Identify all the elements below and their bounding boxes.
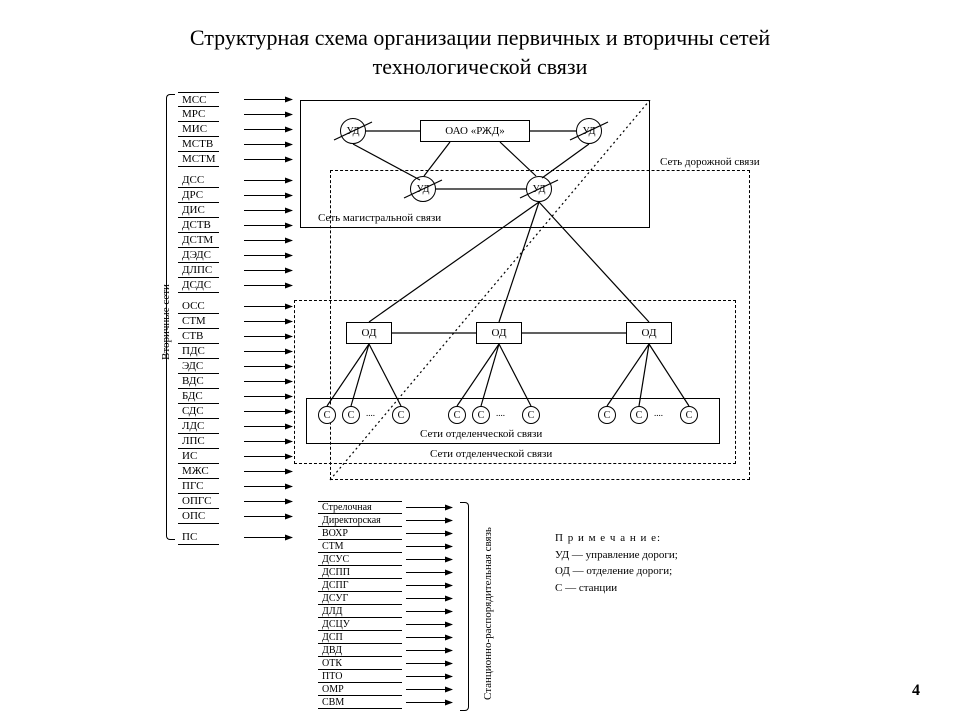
bottom-list: СтрелочнаяДиректорскаяВОХРСТМДСУСДСППДСП… [318, 501, 402, 709]
c-node: С [680, 406, 698, 424]
list-item: ДСТВ [178, 218, 219, 233]
dots: .... [496, 408, 505, 418]
legend-note: П р и м е ч а н и е: УД — управление дор… [555, 530, 678, 596]
list-item: СТМ [178, 314, 219, 329]
list-item: СТВ [178, 329, 219, 344]
list-item: ДСПП [318, 566, 402, 579]
list-item: ВОХР [318, 527, 402, 540]
bottom-brace-label: Станционно-распорядительная связь [482, 527, 494, 700]
dots: .... [366, 408, 375, 418]
list-item: МСС [178, 92, 219, 107]
list-item: ДИС [178, 203, 219, 218]
list-item: ИС [178, 449, 219, 464]
list-item: Стрелочная [318, 501, 402, 514]
c-node: С [630, 406, 648, 424]
list-item: ДСПГ [318, 579, 402, 592]
list-item: ДСУГ [318, 592, 402, 605]
list-item: ПДС [178, 344, 219, 359]
list-item: ЛПС [178, 434, 219, 449]
ud-node-bl: УД [410, 176, 436, 202]
ud-node-tl: УД [340, 118, 366, 144]
page-title: Структурная схема организации первичных … [0, 24, 960, 81]
list-item: ДЛД [318, 605, 402, 618]
page-number: 4 [912, 682, 920, 700]
road-label: Сеть дорожной связи [660, 156, 760, 168]
c-node: С [522, 406, 540, 424]
bottom-bracket [460, 502, 469, 711]
list-item: ЭДС [178, 359, 219, 374]
title-line-1: Структурная схема организации первичных … [190, 25, 770, 50]
title-line-2: технологической связи [373, 54, 588, 79]
od-node-3: ОД [626, 322, 672, 344]
list-item: СВМ [318, 696, 402, 709]
note-line-1: УД — управление дороги; [555, 547, 678, 564]
list-item: БДС [178, 389, 219, 404]
c-node: С [318, 406, 336, 424]
list-item: ДСУС [318, 553, 402, 566]
note-line-2: ОД — отделение дороги; [555, 563, 678, 580]
ud-node-br: УД [526, 176, 552, 202]
diagram: Сеть магистральной связи Сеть дорожной с… [300, 100, 760, 500]
note-line-3: С — станции [555, 580, 678, 597]
list-item: Директорская [318, 514, 402, 527]
dept-label-2: Сети отделенческой связи [430, 448, 552, 460]
left-list: МССМРСМИСМСТВМСТМ ДССДРСДИСДСТВДСТМДЭДСДЛ… [178, 92, 219, 545]
list-item: ОМР [318, 683, 402, 696]
list-item: ПТО [318, 670, 402, 683]
list-item: ДРС [178, 188, 219, 203]
list-item: МСТМ [178, 152, 219, 167]
page: Структурная схема организации первичных … [0, 0, 960, 720]
c-node: С [472, 406, 490, 424]
list-item: ПГС [178, 479, 219, 494]
list-item: ВДС [178, 374, 219, 389]
list-item: ДСЦУ [318, 618, 402, 631]
list-item: СТМ [318, 540, 402, 553]
note-title: П р и м е ч а н и е: [555, 530, 678, 547]
c-node: С [342, 406, 360, 424]
list-item: ДСП [318, 631, 402, 644]
dots: .... [654, 408, 663, 418]
list-item: МИС [178, 122, 219, 137]
left-brace-label: Вторичные сети [160, 284, 172, 360]
od-node-2: ОД [476, 322, 522, 344]
list-item: ДЭДС [178, 248, 219, 263]
list-item: ДВД [318, 644, 402, 657]
list-item: ДСДС [178, 278, 219, 293]
list-item: ЛДС [178, 419, 219, 434]
list-item: ОСС [178, 299, 219, 314]
od-node-1: ОД [346, 322, 392, 344]
list-item: МЖС [178, 464, 219, 479]
list-item: МРС [178, 107, 219, 122]
c-node: С [598, 406, 616, 424]
list-item: МСТВ [178, 137, 219, 152]
list-item: ДЛПС [178, 263, 219, 278]
c-node: С [448, 406, 466, 424]
list-item: ПС [178, 530, 219, 545]
list-item: ДСС [178, 173, 219, 188]
list-item: ДСТМ [178, 233, 219, 248]
list-item: ОПС [178, 509, 219, 524]
dept-label-1: Сети отделенческой связи [420, 428, 542, 440]
c-node: С [392, 406, 410, 424]
list-item: ОПГС [178, 494, 219, 509]
list-item: СДС [178, 404, 219, 419]
center-node: ОАО «РЖД» [420, 120, 530, 142]
ud-node-tr: УД [576, 118, 602, 144]
list-item: ОТК [318, 657, 402, 670]
